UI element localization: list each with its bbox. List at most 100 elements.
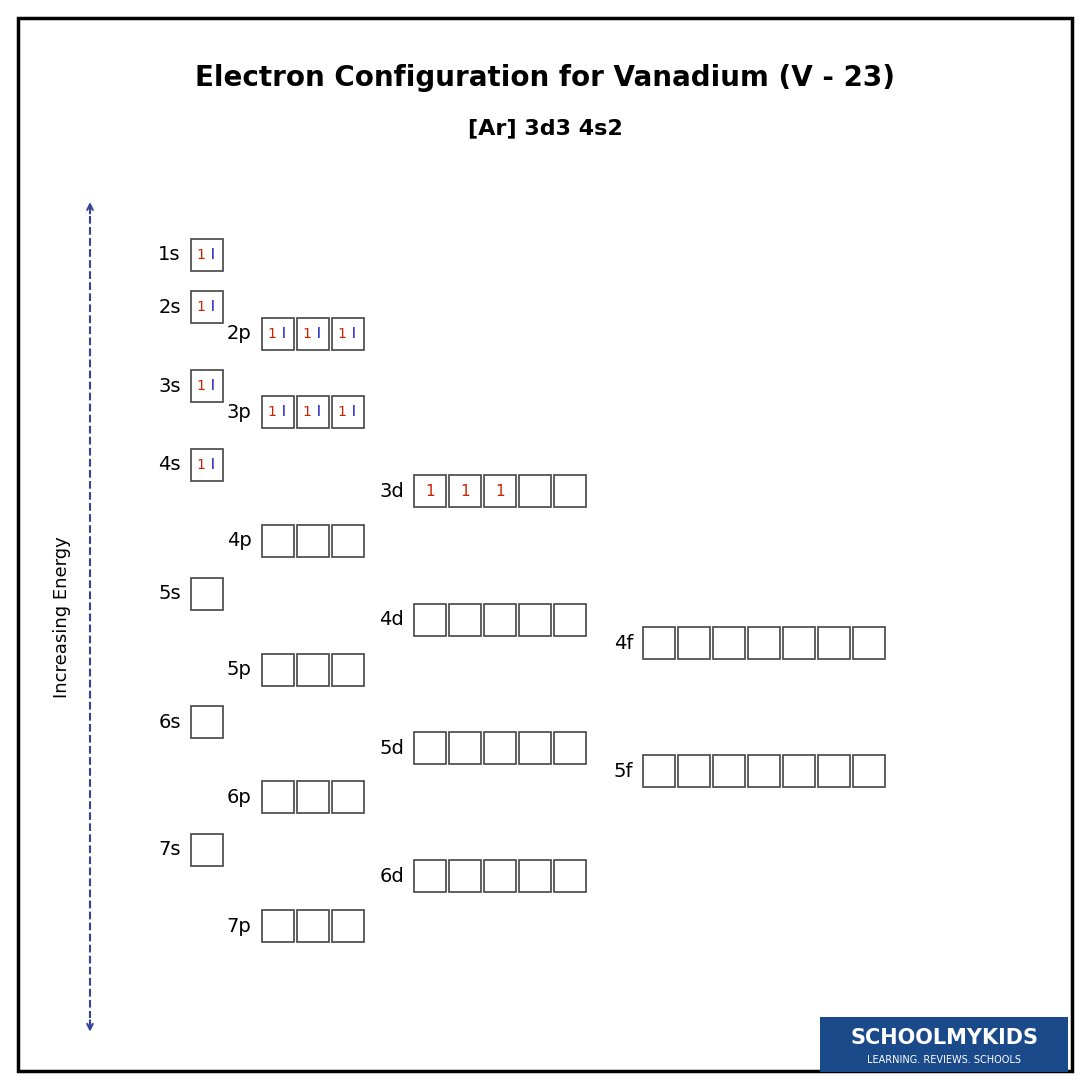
Bar bbox=[643, 755, 675, 787]
Text: 1: 1 bbox=[196, 301, 205, 315]
Text: 1: 1 bbox=[196, 457, 205, 472]
Text: 1: 1 bbox=[425, 484, 435, 499]
Bar bbox=[331, 653, 364, 686]
Bar bbox=[713, 755, 746, 787]
Bar bbox=[262, 525, 293, 556]
Text: 1: 1 bbox=[338, 405, 347, 419]
Bar bbox=[262, 318, 293, 350]
Text: 1: 1 bbox=[267, 405, 276, 419]
Bar bbox=[449, 860, 481, 892]
Bar bbox=[853, 627, 885, 659]
Bar bbox=[853, 755, 885, 787]
Bar bbox=[414, 860, 446, 892]
Bar bbox=[519, 475, 552, 507]
Bar bbox=[414, 603, 446, 636]
Text: 5f: 5f bbox=[614, 761, 633, 781]
Bar bbox=[262, 910, 293, 942]
Bar bbox=[678, 627, 710, 659]
Text: l: l bbox=[210, 301, 215, 315]
Bar bbox=[331, 910, 364, 942]
Bar bbox=[783, 627, 815, 659]
Bar bbox=[449, 603, 481, 636]
Text: l: l bbox=[351, 327, 355, 341]
Text: 6d: 6d bbox=[379, 867, 404, 885]
Text: LEARNING. REVIEWS. SCHOOLS: LEARNING. REVIEWS. SCHOOLS bbox=[867, 1055, 1021, 1065]
Bar bbox=[678, 755, 710, 787]
Bar bbox=[191, 834, 222, 866]
Text: 1: 1 bbox=[196, 248, 205, 261]
Bar bbox=[262, 653, 293, 686]
Bar bbox=[484, 860, 517, 892]
Bar bbox=[519, 603, 552, 636]
Text: 1: 1 bbox=[302, 327, 312, 341]
Text: 5p: 5p bbox=[227, 660, 252, 680]
Text: l: l bbox=[281, 327, 286, 341]
Bar bbox=[713, 627, 746, 659]
Text: 1: 1 bbox=[267, 327, 276, 341]
Text: l: l bbox=[316, 405, 320, 419]
Bar bbox=[191, 292, 222, 323]
Text: 2p: 2p bbox=[227, 325, 252, 343]
Text: 3p: 3p bbox=[227, 403, 252, 421]
Text: 4d: 4d bbox=[379, 610, 404, 629]
Bar bbox=[331, 396, 364, 428]
Text: 4s: 4s bbox=[158, 455, 181, 475]
Bar bbox=[484, 733, 517, 764]
Text: 3d: 3d bbox=[379, 481, 404, 501]
Text: [Ar] 3d3 4s2: [Ar] 3d3 4s2 bbox=[468, 118, 622, 138]
Text: l: l bbox=[281, 405, 286, 419]
Bar bbox=[484, 603, 517, 636]
Bar bbox=[819, 627, 850, 659]
Bar bbox=[296, 653, 328, 686]
Text: 1: 1 bbox=[495, 484, 505, 499]
Text: 6p: 6p bbox=[227, 787, 252, 807]
Bar bbox=[191, 706, 222, 738]
Text: l: l bbox=[210, 379, 215, 393]
Text: 1: 1 bbox=[302, 405, 312, 419]
Text: 5s: 5s bbox=[158, 584, 181, 603]
Text: l: l bbox=[210, 457, 215, 472]
Text: 6s: 6s bbox=[158, 712, 181, 732]
Text: l: l bbox=[210, 248, 215, 261]
Bar bbox=[191, 577, 222, 610]
Text: 1: 1 bbox=[338, 327, 347, 341]
Text: l: l bbox=[316, 327, 320, 341]
Bar bbox=[296, 782, 328, 813]
Text: 2s: 2s bbox=[158, 298, 181, 317]
Text: Electron Configuration for Vanadium (V - 23): Electron Configuration for Vanadium (V -… bbox=[195, 64, 895, 91]
Text: 4p: 4p bbox=[227, 531, 252, 551]
Bar bbox=[449, 733, 481, 764]
Text: 7p: 7p bbox=[227, 917, 252, 935]
Bar bbox=[331, 525, 364, 556]
Bar bbox=[748, 627, 780, 659]
Text: l: l bbox=[351, 405, 355, 419]
Bar bbox=[414, 475, 446, 507]
Bar bbox=[296, 910, 328, 942]
Text: 1: 1 bbox=[460, 484, 470, 499]
Bar bbox=[414, 733, 446, 764]
Bar bbox=[331, 782, 364, 813]
Bar bbox=[191, 238, 222, 271]
Bar bbox=[191, 449, 222, 481]
Bar bbox=[519, 860, 552, 892]
Bar bbox=[554, 603, 586, 636]
Bar bbox=[819, 755, 850, 787]
Bar bbox=[748, 755, 780, 787]
Text: Increasing Energy: Increasing Energy bbox=[53, 536, 71, 698]
Bar bbox=[519, 733, 552, 764]
Text: 1s: 1s bbox=[158, 245, 181, 265]
Text: 3s: 3s bbox=[158, 377, 181, 395]
Bar bbox=[820, 1017, 1068, 1072]
Bar bbox=[554, 733, 586, 764]
Bar bbox=[554, 860, 586, 892]
Bar bbox=[331, 318, 364, 350]
Text: SCHOOLMYKIDS: SCHOOLMYKIDS bbox=[850, 1028, 1038, 1048]
Bar bbox=[262, 782, 293, 813]
Bar bbox=[296, 396, 328, 428]
Bar bbox=[484, 475, 517, 507]
Bar bbox=[783, 755, 815, 787]
Bar bbox=[296, 318, 328, 350]
Text: 1: 1 bbox=[196, 379, 205, 393]
Bar bbox=[554, 475, 586, 507]
Text: 5d: 5d bbox=[379, 738, 404, 758]
